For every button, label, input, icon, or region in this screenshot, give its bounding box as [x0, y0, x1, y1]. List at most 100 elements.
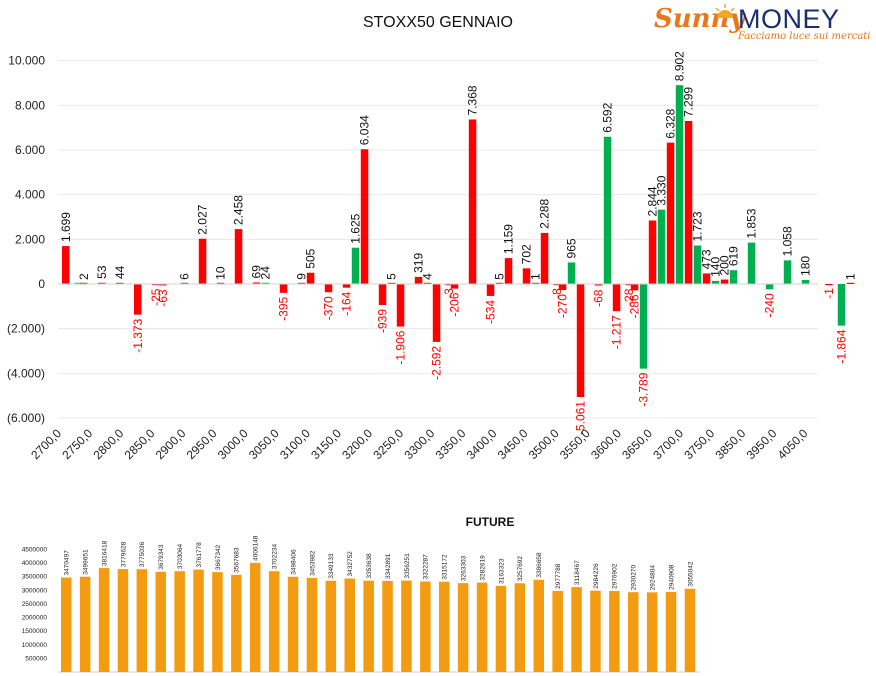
data-label: 44 [113, 265, 127, 279]
data-label: -63 [156, 289, 170, 307]
future-data-label: 3163323 [498, 558, 505, 584]
x-tick-label: 3600,0 [588, 426, 624, 462]
data-label: 2 [77, 273, 91, 280]
x-tick-label: 3750,0 [681, 426, 717, 462]
bar-red [252, 282, 261, 284]
data-label: 7.368 [466, 85, 480, 115]
bar-red [625, 284, 633, 286]
future-bar [268, 571, 280, 672]
future-data-label: 3775036 [139, 542, 146, 568]
future-bar [174, 571, 185, 672]
future-bar [514, 583, 526, 672]
data-label: -1.373 [131, 318, 145, 352]
bar-green [801, 279, 810, 284]
future-data-label: 3349133 [328, 553, 335, 579]
x-tick-label: 2750,0 [59, 426, 95, 462]
y-tick-label: 4.000 [15, 188, 45, 202]
options-open-interest-chart: (6.000) (4.000) (2.000) 0 2.000 4.000 6.000 8.0… [7, 51, 858, 462]
future-bar [495, 585, 507, 672]
data-label: 200 [718, 255, 732, 275]
future-data-label: 3322287 [423, 554, 430, 580]
bar-red [198, 238, 207, 284]
future-y-tick-label: 3000000 [22, 587, 48, 594]
y-tick-label: 2.000 [15, 232, 45, 246]
future-y-tick-label: 1500000 [22, 628, 48, 635]
data-label: 6 [178, 273, 192, 280]
future-bar [684, 588, 696, 672]
future-data-label: 3703064 [177, 543, 184, 569]
bar-green [261, 282, 270, 284]
data-label: 6.328 [664, 108, 678, 138]
future-data-label: 3356251 [404, 553, 411, 579]
x-tick-label: 2850,0 [122, 426, 158, 462]
x-tick-label: 3300,0 [401, 426, 437, 462]
bar-red [159, 284, 167, 286]
logo-brand-sunny: Sunny [654, 4, 745, 34]
bar-red [450, 284, 459, 289]
data-label: 10 [214, 266, 228, 280]
future-data-label: 3118467 [574, 560, 581, 585]
bar-green [783, 260, 792, 284]
data-label: -25 [149, 288, 163, 306]
future-data-label: 3470497 [64, 550, 71, 576]
future-data-label: 4006148 [253, 535, 260, 561]
future-bar [344, 578, 355, 672]
data-label: 505 [304, 248, 318, 268]
data-label: 1.853 [745, 208, 759, 238]
data-label: -1 [822, 288, 836, 299]
data-label: 965 [565, 238, 579, 258]
future-bar [363, 580, 374, 672]
future-bar [401, 580, 412, 672]
future-bar [533, 579, 544, 672]
future-data-label: 3263303 [460, 555, 467, 581]
bar-red [306, 272, 315, 284]
x-tick-label: 3500,0 [526, 426, 562, 462]
future-bar [590, 590, 601, 672]
bar-red [116, 282, 124, 284]
future-data-label: 2984226 [593, 563, 600, 589]
bar-red [378, 284, 387, 305]
bar-red [152, 284, 160, 286]
x-tick-label: 4050,0 [775, 426, 811, 462]
data-label: 2.844 [646, 186, 660, 216]
bar-red [216, 282, 225, 284]
bar-red [423, 282, 432, 284]
data-label: -68 [592, 289, 606, 307]
future-bar [79, 576, 91, 672]
bar-red [445, 284, 453, 286]
bar-red [80, 282, 88, 284]
future-bar [155, 571, 166, 672]
data-label: 473 [700, 249, 714, 269]
data-label: 24 [259, 266, 273, 280]
bar-green [747, 242, 756, 284]
data-label: 1.699 [59, 212, 73, 242]
future-data-label: 3386658 [536, 552, 543, 578]
future-bar [117, 569, 129, 672]
data-label: 1.723 [691, 211, 705, 241]
bar-green [657, 209, 666, 284]
data-label: -240 [763, 293, 777, 317]
bar-green [639, 284, 648, 369]
future-bar [476, 582, 488, 672]
x-tick-label: 3700,0 [650, 426, 686, 462]
bar-red [486, 284, 495, 296]
future-data-label: 3567683 [234, 547, 241, 573]
x-tick-label: 3650,0 [619, 426, 655, 462]
bar-red [540, 232, 549, 284]
bar-red [648, 220, 657, 284]
bar-green [837, 284, 846, 326]
future-data-label: 3342891 [385, 553, 392, 579]
future-bar [552, 590, 563, 672]
bar-red [558, 284, 567, 291]
future-bar [665, 591, 677, 672]
bar-green [675, 85, 684, 285]
data-label: 3.330 [655, 175, 669, 205]
bar-red [594, 284, 603, 286]
data-label: -3.789 [637, 372, 651, 406]
data-label: 702 [520, 244, 534, 264]
x-tick-label: 2700,0 [28, 426, 64, 462]
data-label: 180 [799, 256, 813, 276]
data-label: -1.864 [835, 329, 849, 363]
future-bar [61, 577, 72, 672]
future-data-label: 3257692 [517, 556, 524, 582]
